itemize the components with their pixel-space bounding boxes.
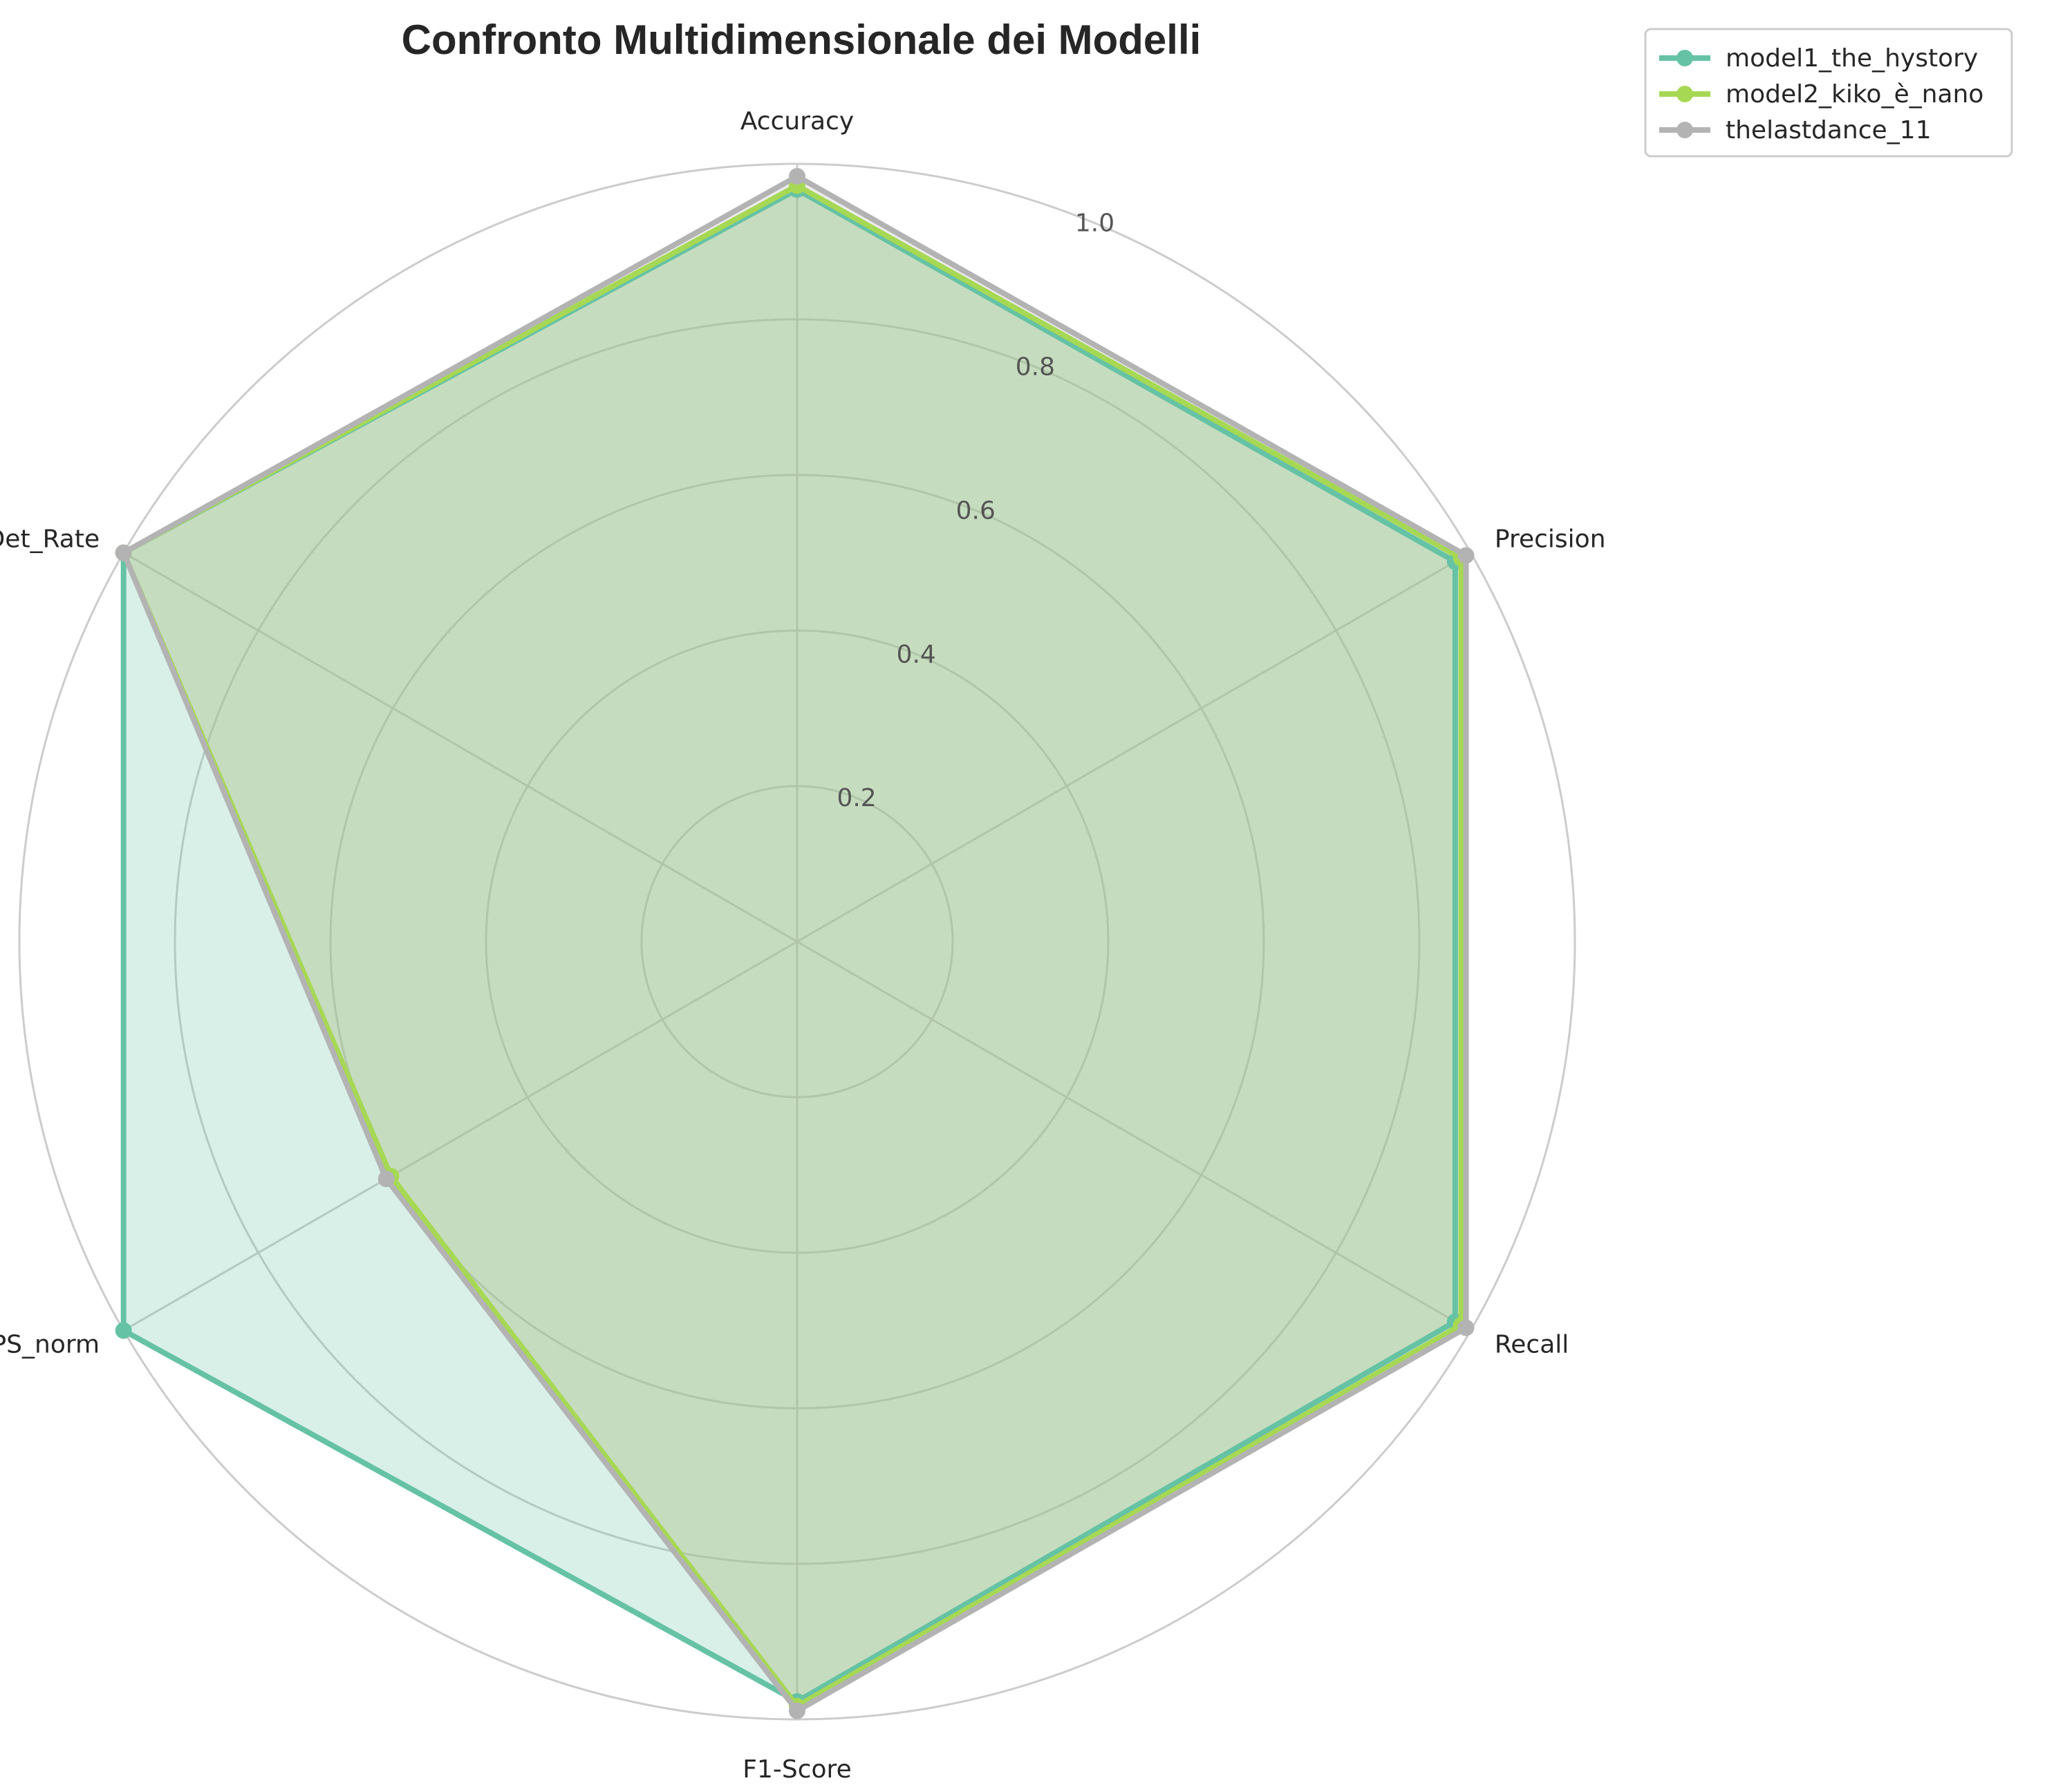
- axis-label-3: F1-Score: [743, 1755, 851, 1784]
- legend-frame: [1644, 28, 2013, 158]
- legend-marker-2: [1677, 122, 1693, 138]
- series-layer: [115, 168, 1475, 1719]
- legend-label-0: model1_the_hystory: [1726, 44, 1978, 73]
- radial-tick-3: 0.8: [1016, 353, 1055, 382]
- polar-grid: [18, 162, 1576, 1721]
- legend-marker-0: [1677, 50, 1693, 66]
- legend: model1_the_hystory model2_kiko_è_nanothel…: [1644, 28, 2013, 158]
- axis-label-1: Precision: [1495, 525, 1606, 554]
- radial-tick-1: 0.4: [897, 640, 936, 669]
- grid-spoke-1: [796, 552, 1472, 943]
- grid-spoke-2: [796, 940, 1472, 1332]
- legend-marker-1: [1677, 86, 1693, 102]
- series-0-point-4: [115, 1322, 132, 1339]
- chart-title: Confronto Multidimensionale dei Modelli: [402, 17, 1202, 63]
- legend-label-1: model2_kiko_è_nano: [1726, 80, 1983, 109]
- series-fill-2: [123, 176, 1466, 1711]
- series-2-point-1: [1457, 547, 1475, 564]
- radial-tick-labels: 0.2 0.4 0.6 0.8 1.0: [837, 209, 1114, 812]
- radial-tick-0: 0.2: [837, 784, 876, 812]
- radial-tick-4: 1.0: [1075, 209, 1114, 238]
- legend-label-2: thelastdance_11: [1726, 116, 1932, 144]
- axis-label-2: Recall: [1495, 1331, 1569, 1359]
- grid-spoke-4: [122, 940, 798, 1332]
- series-fill-1: [123, 185, 1462, 1706]
- series-2-point-4: [377, 1170, 395, 1188]
- series-2-point-0: [789, 168, 805, 185]
- axis-label-5: Det_Rate: [0, 525, 100, 554]
- axis-labels: Accuracy Precision Recall F1-Score FPS_norm D…: [0, 107, 1606, 1784]
- series-2-point-5: [115, 544, 132, 561]
- axis-label-4: FPS_norm: [0, 1331, 100, 1359]
- axis-label-0: Accuracy: [740, 107, 854, 136]
- series-2-point-2: [1457, 1319, 1475, 1336]
- grid-spoke-5: [122, 552, 798, 943]
- radial-tick-2: 0.6: [956, 496, 996, 525]
- series-2-point-3: [789, 1702, 805, 1719]
- series-fill-0: [123, 189, 1455, 1702]
